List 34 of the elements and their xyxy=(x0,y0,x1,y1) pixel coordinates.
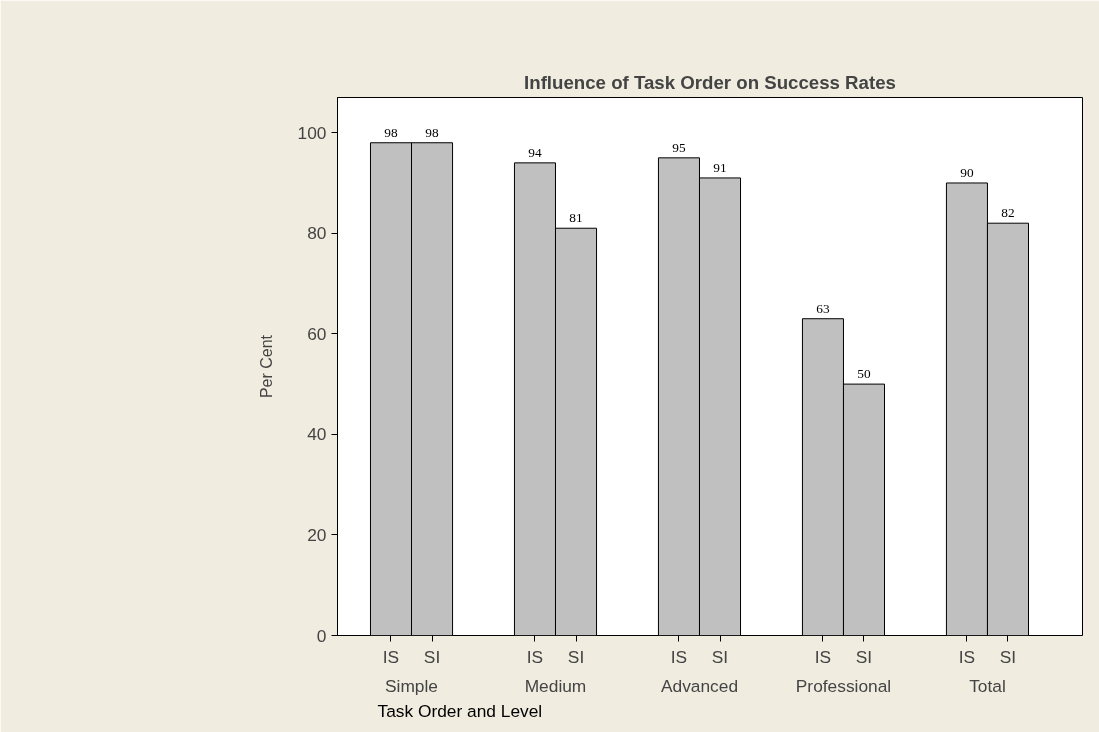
text: SI xyxy=(855,646,873,667)
x-tick-label: Advanced xyxy=(660,675,739,696)
data-label: 63 xyxy=(816,300,830,316)
data-label: 91 xyxy=(713,159,727,175)
x-tick-label: Medium xyxy=(524,675,587,696)
x-tick-label: Total xyxy=(969,675,1006,696)
chart-title: Influence of Task Order on Success Rates xyxy=(524,71,896,93)
y-tick-label: 20 xyxy=(307,524,327,545)
y-tick-label: 60 xyxy=(307,323,327,344)
series-label: SI xyxy=(423,646,441,667)
data-label: 50 xyxy=(857,366,871,382)
data-label: 94 xyxy=(528,144,542,160)
y-tick-label: 100 xyxy=(297,122,327,143)
data-label: 81 xyxy=(569,210,583,226)
x-tick-label: Professional xyxy=(795,675,892,696)
data-label: 90 xyxy=(960,164,974,180)
data-label: 98 xyxy=(384,124,398,140)
data-label: 98 xyxy=(425,124,440,140)
text: IS xyxy=(670,646,688,667)
data-label: 95 xyxy=(672,139,686,155)
data-label: 82 xyxy=(1001,205,1015,221)
text: SI xyxy=(999,646,1017,667)
y-axis-title: Per Cent xyxy=(257,334,275,399)
text: IS xyxy=(526,646,544,667)
series-label: IS xyxy=(382,646,400,667)
y-tick-label: 0 xyxy=(316,625,327,646)
x-tick-label: Simple xyxy=(385,675,438,696)
text: SI xyxy=(567,646,585,667)
text: IS xyxy=(814,646,832,667)
x-axis-title: Task Order and Level xyxy=(377,700,543,721)
text: SI xyxy=(711,646,729,667)
text: IS xyxy=(958,646,976,667)
y-tick-label: 80 xyxy=(307,223,327,244)
y-tick-label: 40 xyxy=(307,424,327,445)
